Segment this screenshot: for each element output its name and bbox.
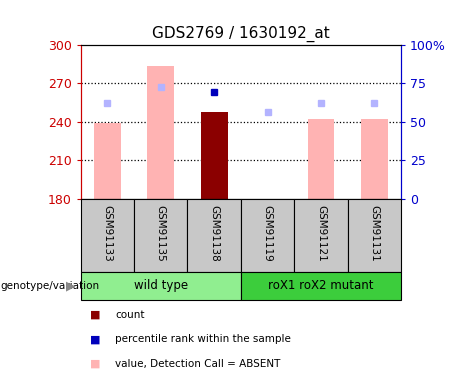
Text: count: count: [115, 310, 145, 320]
Bar: [241, 272, 401, 300]
Bar: [307, 119, 334, 199]
Bar: [81, 199, 134, 272]
Bar: [294, 199, 348, 272]
Text: GSM91135: GSM91135: [156, 205, 166, 261]
Text: GSM91119: GSM91119: [263, 205, 272, 261]
Bar: [348, 199, 401, 272]
Text: GSM91138: GSM91138: [209, 205, 219, 261]
Text: wild type: wild type: [134, 279, 188, 292]
Text: percentile rank within the sample: percentile rank within the sample: [115, 334, 291, 344]
Bar: [81, 272, 241, 300]
Text: ■: ■: [90, 359, 100, 369]
Text: ■: ■: [90, 334, 100, 344]
Bar: [361, 119, 388, 199]
Text: roX1 roX2 mutant: roX1 roX2 mutant: [268, 279, 374, 292]
Bar: [134, 199, 188, 272]
Text: ■: ■: [90, 310, 100, 320]
Bar: [201, 112, 228, 199]
Text: GSM91133: GSM91133: [102, 205, 112, 261]
Text: ▶: ▶: [66, 279, 76, 292]
Bar: [148, 66, 174, 199]
Bar: [188, 199, 241, 272]
Text: GSM91131: GSM91131: [369, 205, 379, 261]
Text: value, Detection Call = ABSENT: value, Detection Call = ABSENT: [115, 359, 281, 369]
Title: GDS2769 / 1630192_at: GDS2769 / 1630192_at: [152, 26, 330, 42]
Bar: [94, 123, 121, 199]
Text: GSM91121: GSM91121: [316, 205, 326, 261]
Bar: [241, 199, 294, 272]
Text: genotype/variation: genotype/variation: [0, 281, 100, 291]
